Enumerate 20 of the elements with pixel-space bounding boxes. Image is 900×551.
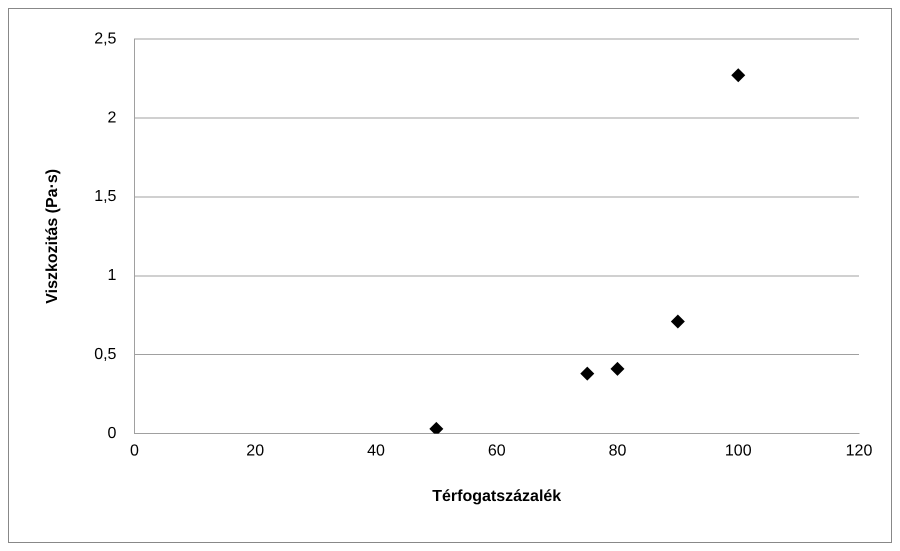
- y-axis-title: Viszkozitás (Pa·s): [44, 168, 62, 304]
- y-tick-label: 0,5: [94, 346, 117, 364]
- x-tick-label: 40: [367, 442, 385, 460]
- x-tick-label: 80: [608, 442, 626, 460]
- x-tick-label: 60: [488, 442, 506, 460]
- y-tick-label: 1: [108, 267, 117, 284]
- x-axis-title: Térfogatszázalék: [432, 488, 562, 505]
- x-tick-label: 100: [724, 442, 752, 460]
- y-tick-label: 1,5: [94, 188, 117, 206]
- point: [610, 362, 624, 376]
- y-tick-label: 2,5: [94, 30, 117, 48]
- x-tick-label: 20: [246, 442, 264, 460]
- point: [429, 422, 444, 434]
- x-tick-label: 0: [130, 442, 139, 460]
- y-tick-label: 2: [108, 109, 117, 126]
- point: [731, 68, 746, 82]
- point: [580, 366, 594, 381]
- point: [670, 314, 685, 329]
- x-tick-label: 120: [846, 442, 872, 460]
- y-tick-label: 0: [108, 425, 117, 442]
